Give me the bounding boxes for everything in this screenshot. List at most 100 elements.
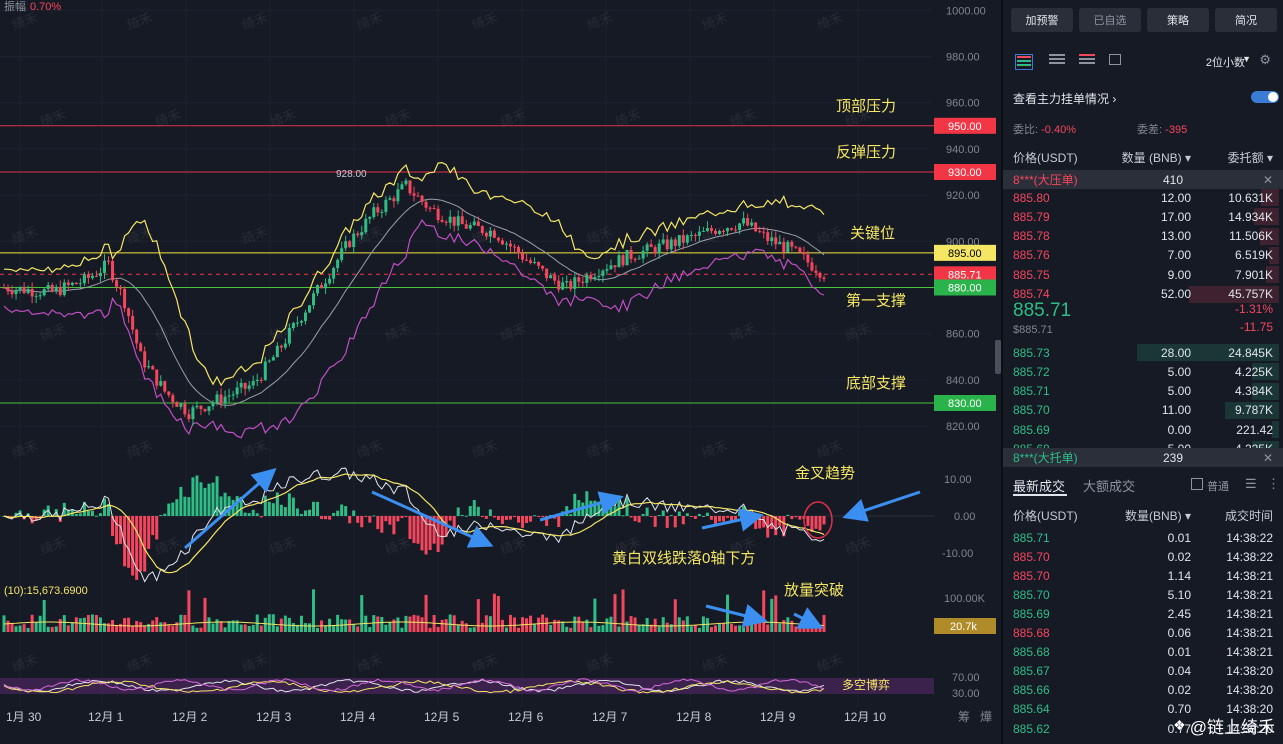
- macd-tick-neg10: -10.00: [942, 548, 973, 560]
- candle: [545, 268, 549, 279]
- candle: [131, 316, 135, 330]
- depth-bar: [1268, 246, 1279, 264]
- gear-icon[interactable]: ⚙: [1259, 52, 1271, 67]
- volume-bar: [316, 627, 320, 632]
- trade-row[interactable]: 885.66 0.02 14:38:20: [1013, 681, 1273, 700]
- trade-row[interactable]: 885.64 0.70 14:38:20: [1013, 700, 1273, 719]
- overview-button[interactable]: 简况: [1215, 8, 1277, 32]
- bid-row[interactable]: 885.69 0.00 221.42: [1013, 420, 1279, 439]
- chevron-down-icon[interactable]: ▼: [1242, 54, 1251, 64]
- ask-row[interactable]: 885.74 52.00 45.757K: [1013, 285, 1279, 304]
- high-marker: 928.00: [336, 169, 367, 180]
- volume-bar: [6, 620, 10, 632]
- band-lower: [3, 219, 825, 439]
- book-asks-icon[interactable]: [1079, 54, 1095, 68]
- macd-bar: [629, 516, 633, 518]
- trade-row[interactable]: 885.68 0.06 14:38:21: [1013, 624, 1273, 643]
- ask-row[interactable]: 885.78 13.00 11.506K: [1013, 227, 1279, 246]
- ask-row[interactable]: 885.79 17.00 14.934K: [1013, 207, 1279, 226]
- panel-collapse-handle[interactable]: [995, 340, 1001, 374]
- macd-bar: [521, 516, 525, 528]
- date-label: 1月 30: [6, 710, 42, 724]
- tab-latest-trades[interactable]: 最新成交: [1013, 479, 1066, 494]
- candle: [307, 305, 311, 313]
- close-icon[interactable]: ✕: [1262, 172, 1273, 187]
- volume-bar: [251, 625, 255, 632]
- candle: [135, 329, 139, 344]
- volume-bar: [681, 620, 685, 632]
- price: 885.74: [1013, 287, 1050, 301]
- candle: [26, 288, 30, 294]
- ask-row[interactable]: 885.75 9.00 7.901K: [1013, 265, 1279, 284]
- annotation-arrow: [705, 603, 768, 628]
- candle: [98, 272, 102, 277]
- bid-row[interactable]: 885.71 5.00 4.384K: [1013, 382, 1279, 401]
- candle: [593, 277, 597, 280]
- bid-row[interactable]: 885.72 5.00 4.225K: [1013, 362, 1279, 381]
- volume-bar: [488, 616, 492, 632]
- candle: [786, 241, 790, 253]
- strategy-button[interactable]: 策略: [1147, 8, 1209, 32]
- volume-bar: [625, 621, 629, 632]
- close-icon[interactable]: ✕: [1262, 450, 1273, 465]
- macd-bar: [283, 507, 287, 516]
- book-both-icon[interactable]: [1015, 54, 1033, 70]
- candle: [553, 275, 557, 281]
- volume-bar: [115, 625, 119, 632]
- trade-row[interactable]: 885.67 0.04 14:38:20: [1013, 662, 1273, 681]
- ask-row[interactable]: 885.80 12.00 10.631K: [1013, 188, 1279, 207]
- trade-row[interactable]: 885.69 2.45 14:38:21: [1013, 604, 1273, 623]
- panel-divider[interactable]: [1001, 0, 1003, 744]
- date-label: 12月 2: [172, 710, 208, 724]
- trade-row[interactable]: 885.70 1.14 14:38:21: [1013, 566, 1273, 585]
- macd-bar: [545, 516, 549, 526]
- trade-row[interactable]: 885.70 5.10 14:38:21: [1013, 585, 1273, 604]
- book-expand-icon[interactable]: [1109, 54, 1121, 65]
- candle: [500, 240, 504, 245]
- trade-row[interactable]: 885.71 0.01 14:38:22: [1013, 528, 1273, 547]
- trade-row[interactable]: 885.68 0.01 14:38:21: [1013, 643, 1273, 662]
- macd-bar: [589, 500, 593, 516]
- candle: [10, 291, 14, 295]
- bid-row[interactable]: 885.70 11.00 9.787K: [1013, 401, 1279, 420]
- candle: [597, 275, 601, 278]
- trades-header: 价格(USDT) 数量(BNB) ▾ 成交时间: [1013, 509, 1273, 523]
- book-list-icon[interactable]: [1049, 54, 1065, 68]
- candle: [565, 281, 569, 283]
- macd-bar: [472, 500, 476, 516]
- tab-large-trades[interactable]: 大额成交: [1083, 479, 1136, 494]
- long-short-note: 多空博弈: [842, 677, 890, 692]
- normal-checkbox[interactable]: [1191, 478, 1203, 490]
- macd-bar: [380, 516, 384, 533]
- price: 885.70: [1013, 403, 1050, 418]
- macd-bar: [705, 512, 709, 516]
- volume-bar: [211, 623, 215, 632]
- volume-bar: [368, 627, 372, 632]
- depth-toggle[interactable]: [1251, 91, 1279, 103]
- filter-icon[interactable]: ☰: [1245, 476, 1257, 491]
- macd-bar: [685, 513, 689, 516]
- candle: [316, 285, 320, 294]
- precision-select[interactable]: 2位小数: [1205, 57, 1245, 69]
- settings-icon[interactable]: ⋮: [1267, 476, 1280, 491]
- volume-bar: [155, 617, 159, 632]
- candle: [183, 403, 187, 415]
- bid-row[interactable]: 885.73 28.00 24.845K: [1013, 343, 1279, 362]
- depth-link[interactable]: 查看主力挂单情况 ›: [1013, 92, 1117, 106]
- ask-row[interactable]: 885.76 7.00 6.519K: [1013, 246, 1279, 265]
- trade-row[interactable]: 885.62 0.77 14:38:20: [1013, 719, 1273, 738]
- indicator-line-3: [3, 678, 825, 692]
- big-bid-row[interactable]: 8***(大托单) 239 ✕: [1003, 448, 1283, 467]
- candle: [291, 322, 295, 329]
- big-ask-row[interactable]: 8***(大压单) 410 ✕: [1003, 170, 1283, 189]
- depth-bar: [1259, 227, 1279, 245]
- watchlist-button[interactable]: 已自选: [1079, 8, 1141, 32]
- add-alert-button[interactable]: 加预警: [1011, 8, 1073, 32]
- depth-bar: [1261, 189, 1279, 206]
- candle: [247, 385, 251, 389]
- macd-bar: [770, 516, 774, 529]
- candle: [267, 360, 271, 362]
- candle: [223, 396, 227, 404]
- trade-row[interactable]: 885.70 0.02 14:38:22: [1013, 547, 1273, 566]
